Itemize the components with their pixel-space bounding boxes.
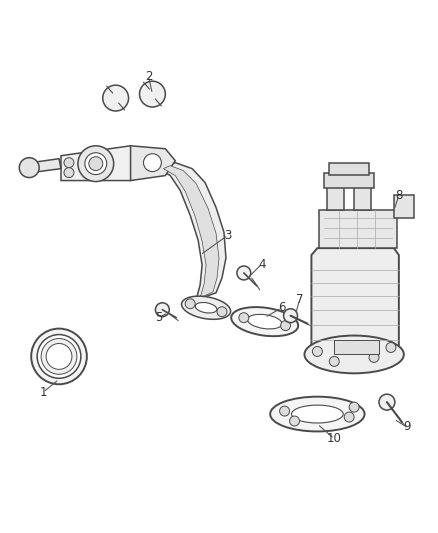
Circle shape bbox=[329, 357, 339, 366]
Text: 5: 5 bbox=[155, 311, 162, 324]
Circle shape bbox=[386, 343, 396, 352]
Circle shape bbox=[78, 146, 114, 182]
Polygon shape bbox=[324, 173, 374, 189]
Circle shape bbox=[19, 158, 39, 177]
Polygon shape bbox=[329, 163, 369, 175]
Polygon shape bbox=[394, 196, 414, 219]
Circle shape bbox=[46, 343, 72, 369]
Ellipse shape bbox=[181, 296, 231, 319]
Polygon shape bbox=[159, 163, 226, 300]
Text: 1: 1 bbox=[39, 386, 47, 399]
Text: 3: 3 bbox=[224, 229, 232, 241]
Text: 10: 10 bbox=[327, 432, 342, 446]
Text: 9: 9 bbox=[403, 421, 410, 433]
Polygon shape bbox=[319, 211, 397, 248]
Circle shape bbox=[85, 153, 107, 175]
Text: 8: 8 bbox=[395, 189, 403, 202]
Polygon shape bbox=[131, 146, 175, 181]
Circle shape bbox=[290, 416, 300, 426]
Polygon shape bbox=[61, 146, 145, 181]
Text: 2: 2 bbox=[145, 70, 152, 83]
Circle shape bbox=[279, 406, 290, 416]
Ellipse shape bbox=[195, 303, 217, 313]
Circle shape bbox=[37, 335, 81, 378]
Ellipse shape bbox=[292, 405, 343, 423]
Circle shape bbox=[103, 85, 129, 111]
Circle shape bbox=[64, 168, 74, 177]
Circle shape bbox=[237, 266, 251, 280]
Polygon shape bbox=[31, 159, 61, 173]
Circle shape bbox=[283, 309, 297, 322]
Circle shape bbox=[41, 338, 77, 374]
Polygon shape bbox=[311, 248, 399, 354]
Circle shape bbox=[281, 321, 290, 330]
Circle shape bbox=[344, 412, 354, 422]
Circle shape bbox=[31, 329, 87, 384]
Circle shape bbox=[64, 158, 74, 168]
Ellipse shape bbox=[231, 307, 298, 336]
Polygon shape bbox=[163, 166, 219, 298]
Circle shape bbox=[312, 346, 322, 357]
Text: 4: 4 bbox=[258, 257, 265, 271]
Circle shape bbox=[140, 81, 165, 107]
Ellipse shape bbox=[304, 336, 404, 373]
Polygon shape bbox=[334, 340, 379, 354]
Circle shape bbox=[239, 313, 249, 322]
Polygon shape bbox=[327, 185, 344, 211]
Circle shape bbox=[379, 394, 395, 410]
Circle shape bbox=[155, 303, 170, 317]
Circle shape bbox=[89, 157, 103, 171]
Circle shape bbox=[349, 402, 359, 412]
Circle shape bbox=[369, 352, 379, 362]
Ellipse shape bbox=[247, 314, 282, 329]
Polygon shape bbox=[354, 185, 371, 211]
Circle shape bbox=[217, 307, 227, 317]
Text: 6: 6 bbox=[278, 301, 285, 314]
Text: 7: 7 bbox=[296, 293, 303, 306]
Circle shape bbox=[144, 154, 161, 172]
Ellipse shape bbox=[270, 397, 364, 431]
Circle shape bbox=[185, 299, 195, 309]
